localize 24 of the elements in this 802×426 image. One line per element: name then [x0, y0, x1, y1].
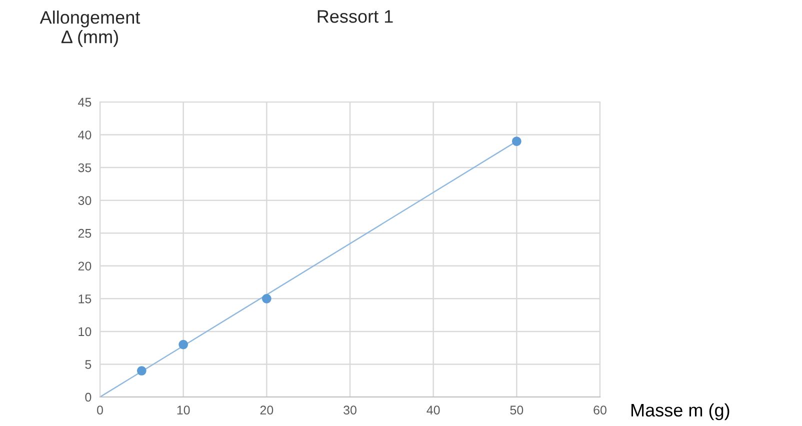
y-tick-label: 30	[78, 196, 92, 205]
x-tick-label: 20	[260, 406, 274, 415]
y-tick-label: 15	[78, 294, 92, 304]
x-axis-title: Masse m (g)	[631, 403, 730, 420]
y-tick-label: 5	[85, 360, 92, 369]
y-tick-label: 25	[78, 228, 92, 238]
point	[137, 366, 146, 376]
point	[262, 294, 272, 304]
y-tick-label: 45	[78, 98, 92, 107]
x-tick-label: 0	[97, 406, 103, 415]
point	[512, 136, 522, 146]
x-tick-label: 60	[594, 406, 606, 415]
chart-title: Ressort 1	[318, 10, 393, 23]
x-tick-label: 30	[344, 406, 356, 415]
x-tick-label: 40	[426, 406, 440, 415]
x-tick-label: 10	[177, 406, 190, 415]
y-tick-label: 0	[85, 392, 92, 402]
y-tick-label: 35	[78, 163, 92, 172]
point	[178, 340, 188, 350]
x-tick-label: 50	[510, 406, 524, 415]
y-tick-label: 40	[78, 130, 92, 140]
y-axis-title: Allongement Δ (mm)	[40, 10, 140, 47]
y-tick-label: 10	[78, 327, 92, 336]
y-tick-label: 20	[78, 262, 92, 271]
